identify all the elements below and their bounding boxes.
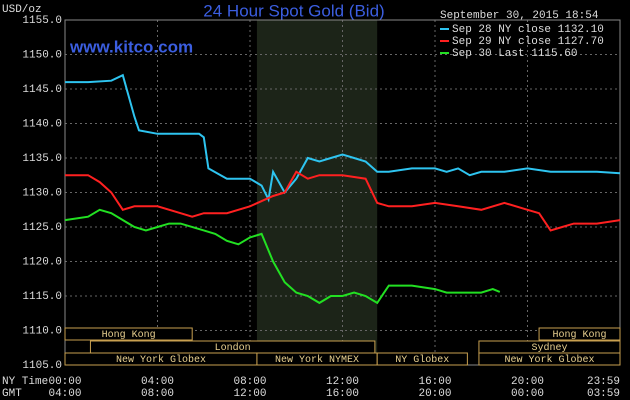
session-label: New York Globex bbox=[504, 354, 594, 366]
x2-tick-label: 03:59 bbox=[587, 388, 620, 400]
session-label: Sydney bbox=[531, 342, 567, 354]
legend-label: Sep 29 NY close 1127.70 bbox=[452, 36, 604, 48]
x2-tick-label: 08:00 bbox=[141, 388, 174, 400]
x2-tick-label: 12:00 bbox=[233, 388, 266, 400]
x2-axis-label: GMT bbox=[2, 388, 22, 400]
y-tick-label: 1120.0 bbox=[22, 256, 62, 268]
series-line bbox=[64, 208, 501, 305]
x-tick-label: 12:00 bbox=[326, 376, 359, 388]
session-label: Hong Kong bbox=[553, 330, 607, 341]
y-axis-label: USD/oz bbox=[2, 4, 42, 16]
y-tick-label: 1155.0 bbox=[22, 15, 62, 27]
x-tick-label: 23:59 bbox=[587, 376, 620, 388]
series-line bbox=[65, 73, 621, 203]
legend-label: Sep 30 Last 1115.60 bbox=[452, 48, 577, 60]
x-tick-label: 08:00 bbox=[233, 376, 266, 388]
timestamp: September 30, 2015 18:54 bbox=[440, 10, 599, 22]
x2-tick-label: 20:00 bbox=[418, 388, 451, 400]
source: www.kitco.com bbox=[69, 37, 193, 56]
session-box bbox=[538, 327, 621, 341]
y-tick-label: 1115.0 bbox=[22, 291, 62, 303]
y-tick-label: 1135.0 bbox=[22, 153, 62, 165]
session-label: Hong Kong bbox=[102, 330, 156, 341]
x-tick-label: 00:00 bbox=[48, 376, 81, 388]
y-tick-label: 1125.0 bbox=[22, 222, 62, 234]
session-label: New York Globex bbox=[116, 354, 206, 366]
session-label: London bbox=[215, 342, 251, 354]
session-box bbox=[64, 327, 193, 341]
y-tick-label: 1105.0 bbox=[22, 360, 62, 372]
session-label: New York NYMEX bbox=[275, 354, 359, 366]
chart-title: 24 Hour Spot Gold (Bid) bbox=[203, 1, 384, 20]
session-label: NY Globex bbox=[395, 354, 449, 366]
x2-tick-label: 00:00 bbox=[511, 388, 544, 400]
x-tick-label: 04:00 bbox=[141, 376, 174, 388]
x-axis-label: NY Time bbox=[2, 376, 48, 388]
shaded-hours bbox=[256, 20, 378, 365]
x-tick-label: 20:00 bbox=[511, 376, 544, 388]
x-tick-label: 16:00 bbox=[418, 376, 451, 388]
y-tick-label: 1110.0 bbox=[22, 325, 62, 337]
y-tick-label: 1140.0 bbox=[22, 118, 62, 130]
session-box bbox=[478, 352, 621, 366]
y-tick-label: 1150.0 bbox=[22, 49, 62, 61]
series-line bbox=[65, 170, 621, 232]
legend-label: Sep 28 NY close 1132.10 bbox=[452, 24, 604, 36]
y-tick-label: 1130.0 bbox=[22, 187, 62, 199]
x2-tick-label: 04:00 bbox=[48, 388, 81, 400]
x2-tick-label: 16:00 bbox=[326, 388, 359, 400]
y-tick-label: 1145.0 bbox=[22, 84, 62, 96]
session-box bbox=[376, 352, 468, 366]
